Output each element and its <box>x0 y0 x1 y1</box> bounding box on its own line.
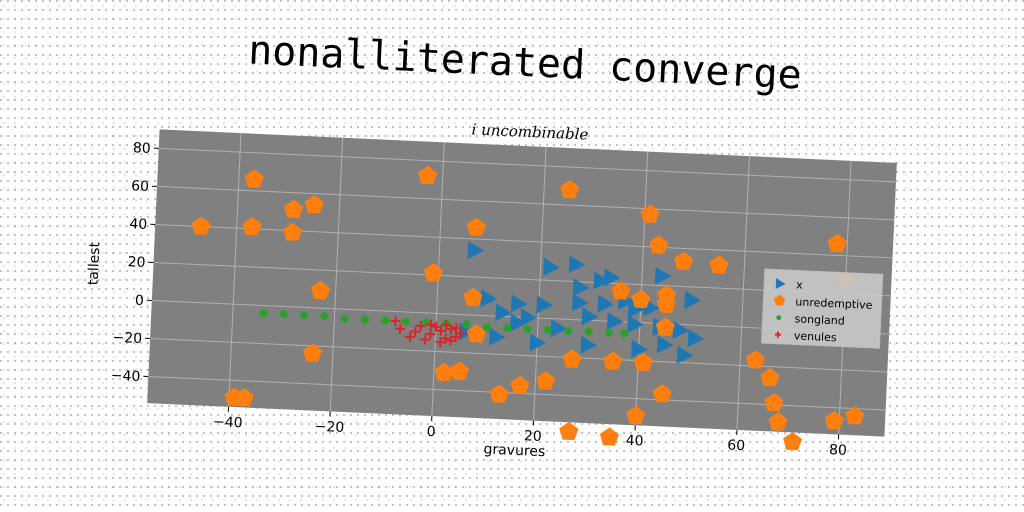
data-point <box>559 421 579 440</box>
data-point <box>599 427 619 446</box>
y-tick-label: −40 <box>110 368 140 385</box>
y-axis-label: tallest <box>85 241 103 285</box>
x-tick-label: −40 <box>213 414 243 431</box>
x-tick-label: −20 <box>314 419 344 436</box>
x-tick-label: 0 <box>426 424 436 440</box>
y-tick-label: 60 <box>131 178 150 195</box>
x-tick-label: 80 <box>829 442 848 459</box>
y-tick-label: 40 <box>129 216 148 233</box>
legend-label: venules <box>794 329 838 344</box>
y-tick-label: 80 <box>133 140 152 157</box>
x-tick-label: 40 <box>625 433 644 450</box>
legend-label: songland <box>794 312 845 327</box>
data-point <box>783 432 803 451</box>
y-tick-label: −20 <box>112 330 142 347</box>
x-tick-label: 60 <box>727 437 746 454</box>
x-axis-label: gravures <box>483 441 545 460</box>
plot-group: −40 −20 0 20 40 60 80 −40−20020406080 gravures… <box>78 126 896 475</box>
y-tick-label: 0 <box>135 293 145 309</box>
y-tick-label: 20 <box>127 254 146 271</box>
legend-label: x <box>796 278 804 291</box>
